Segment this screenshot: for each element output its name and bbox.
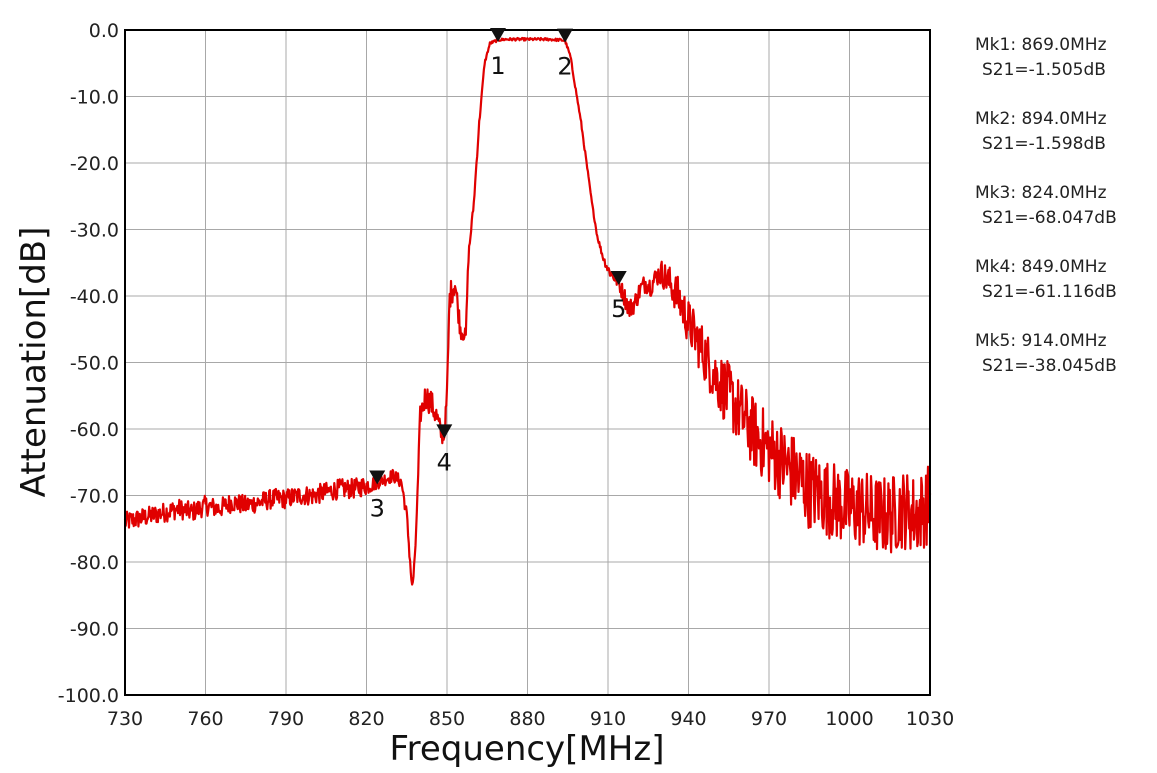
x-tick-label: 1030 [906, 708, 954, 730]
marker-readout-freq: Mk1: 869.0MHz [975, 35, 1107, 55]
x-axis-title: Frequency[MHz] [390, 729, 665, 769]
marker-number: 4 [437, 448, 452, 476]
y-tick-label: -20.0 [70, 153, 119, 175]
y-tick-labels: 0.0 -10.0 -20.0 -30.0 -40.0 -50.0 -60.0 -70.0 -8… [58, 20, 119, 707]
marker-readouts: Mk1: 869.0MHz S21=-1.505dB Mk2: 894.0MHz S2… [975, 35, 1117, 376]
x-tick-labels: 730 760 790 820 850 880 910 940 970 1000 1030 [107, 708, 954, 730]
y-tick-label: -60.0 [70, 419, 119, 441]
x-tick-label: 790 [268, 708, 304, 730]
x-tick-label: 940 [670, 708, 706, 730]
y-tick-label: -50.0 [70, 353, 119, 375]
markers-group: 1 2 3 4 5 [369, 28, 627, 523]
marker-number: 5 [611, 295, 626, 323]
marker-readout-value: S21=-1.598dB [982, 134, 1106, 154]
marker-triangle [557, 28, 574, 43]
marker-readout-value: S21=-1.505dB [982, 60, 1106, 80]
y-tick-label: -100.0 [58, 685, 119, 707]
x-tick-label: 910 [590, 708, 626, 730]
y-tick-label: -40.0 [70, 286, 119, 308]
marker-readout-freq: Mk5: 914.0MHz [975, 331, 1107, 351]
marker-number: 2 [557, 53, 572, 81]
x-tick-label: 850 [429, 708, 465, 730]
y-tick-label: -30.0 [70, 220, 119, 242]
marker-number: 1 [490, 52, 505, 80]
y-tick-label: -90.0 [70, 619, 119, 641]
marker-triangle [610, 270, 627, 285]
x-tick-label: 970 [751, 708, 787, 730]
series-group [123, 36, 932, 586]
marker-readout-freq: Mk2: 894.0MHz [975, 109, 1107, 129]
marker-triangle [489, 28, 506, 43]
marker-triangle [369, 470, 386, 485]
x-tick-label: 730 [107, 708, 143, 730]
y-tick-label: -80.0 [70, 552, 119, 574]
marker-readout-freq: Mk3: 824.0MHz [975, 183, 1107, 203]
series-line [123, 36, 932, 586]
plot-border [124, 29, 931, 696]
marker-readout-value: S21=-68.047dB [982, 208, 1117, 228]
x-tick-label: 1000 [825, 708, 873, 730]
x-tick-label: 760 [187, 708, 223, 730]
x-tick-label: 820 [348, 708, 384, 730]
y-tick-label: 0.0 [89, 20, 119, 42]
y-tick-label: -70.0 [70, 486, 119, 508]
marker-triangle [436, 424, 453, 439]
x-tick-label: 880 [509, 708, 545, 730]
marker-number: 3 [370, 495, 385, 523]
y-axis-title: Attenuation[dB] [14, 227, 54, 498]
marker-readout-value: S21=-38.045dB [982, 356, 1117, 376]
marker-readout-freq: Mk4: 849.0MHz [975, 257, 1107, 277]
marker-readout-value: S21=-61.116dB [982, 282, 1117, 302]
y-tick-label: -10.0 [70, 87, 119, 109]
